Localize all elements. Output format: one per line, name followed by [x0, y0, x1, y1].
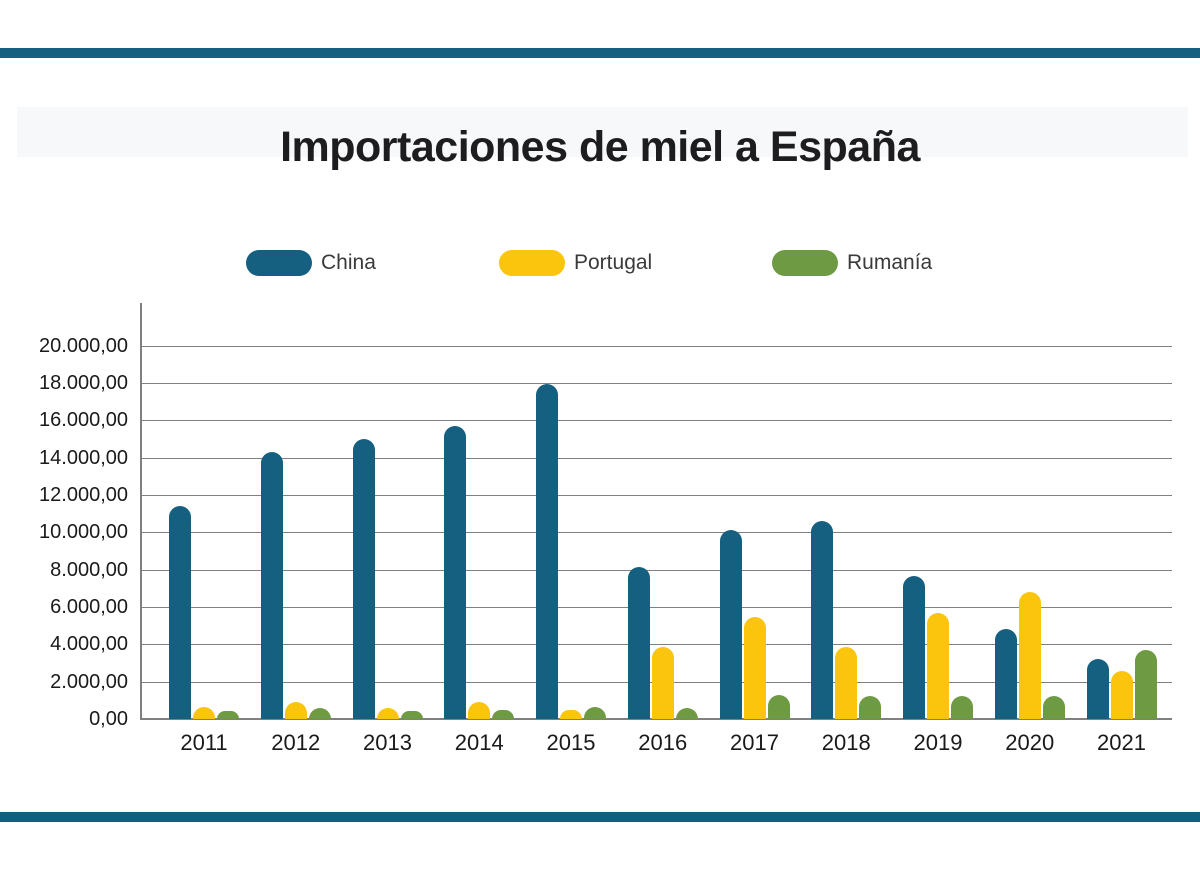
- y-axis-label-18000: 18.000,00: [39, 371, 128, 394]
- top-divider: [0, 48, 1200, 58]
- y-axis-label-4000: 4.000,00: [50, 633, 128, 656]
- y-axis-label-16000: 16.000,00: [39, 409, 128, 432]
- y-axis-label-10000: 10.000,00: [39, 521, 128, 544]
- x-axis-label-2021: 2021: [1097, 730, 1146, 755]
- bar-rumanía-2019: [951, 696, 973, 719]
- x-axis-label-2018: 2018: [821, 730, 871, 755]
- bar-china-2012: [260, 451, 283, 719]
- bar-rumanía-2018: [859, 696, 882, 719]
- y-axis-label-6000: 6.000,00: [50, 595, 128, 618]
- bar-portugal-2017: [743, 616, 766, 719]
- china-series-swatch: [246, 250, 312, 276]
- legend-label-rumania: Rumanía: [847, 251, 933, 274]
- gridline-18000: [140, 382, 1172, 384]
- y-axis-label-20000: 20.000,00: [39, 334, 128, 357]
- bar-portugal-2013: [376, 707, 399, 719]
- gridline-14000: [140, 457, 1172, 459]
- y-axis-label-14000: 14.000,00: [39, 446, 128, 469]
- bottom-divider: [0, 812, 1200, 822]
- x-axis-label-2016: 2016: [638, 730, 688, 755]
- legend-label-portugal: Portugal: [574, 251, 653, 274]
- bar-portugal-2021: [1110, 671, 1133, 719]
- portugal-series-swatch: [499, 250, 565, 276]
- gridline-8000: [140, 569, 1172, 571]
- y-axis-label-2000: 2.000,00: [50, 670, 128, 693]
- bar-china-2011: [169, 505, 191, 719]
- x-axis-label-2014: 2014: [454, 730, 504, 755]
- bar-china-2013: [352, 438, 375, 719]
- x-axis-label-2017: 2017: [730, 730, 779, 755]
- bar-portugal-2016: [651, 646, 674, 719]
- bar-rumanía-2020: [1042, 696, 1065, 719]
- bar-portugal-2014: [468, 701, 491, 719]
- bar-portugal-2018: [835, 646, 858, 719]
- x-axis-label-2013: 2013: [363, 730, 412, 755]
- x-axis-label-2020: 2020: [1005, 730, 1055, 755]
- gridline-12000: [140, 494, 1172, 496]
- bar-rumanía-2013: [400, 711, 423, 719]
- bar-china-2014: [444, 425, 467, 719]
- bar-china-2015: [536, 384, 558, 719]
- bar-portugal-2020: [1018, 591, 1041, 719]
- bar-portugal-2015: [560, 710, 582, 719]
- bar-rumanía-2016: [675, 707, 698, 719]
- gridline-16000: [140, 420, 1172, 422]
- bar-rumanía-2017: [767, 695, 790, 719]
- bar-china-2016: [627, 567, 650, 719]
- bar-rumanía-2021: [1134, 649, 1157, 719]
- bar-portugal-2019: [927, 613, 949, 719]
- bar-portugal-2011: [193, 706, 215, 719]
- gridline-0: [140, 718, 1172, 720]
- gridline-20000: [140, 345, 1172, 347]
- bar-china-2019: [903, 575, 925, 719]
- legend-item-china: China: [246, 250, 376, 276]
- x-axis-label-2011: 2011: [180, 730, 228, 755]
- title-background-band: [17, 107, 1188, 157]
- gridline-10000: [140, 532, 1172, 534]
- y-axis-label-0: 0,00: [89, 708, 128, 730]
- gridline-6000: [140, 606, 1172, 608]
- rumania-series-swatch: [772, 250, 838, 276]
- bar-china-2017: [719, 530, 742, 719]
- legend-label-china: China: [321, 251, 376, 274]
- bar-china-2018: [811, 520, 834, 719]
- chart-title: Importaciones de miel a España: [280, 123, 920, 171]
- y-axis-label-8000: 8.000,00: [50, 558, 128, 581]
- gridline-4000: [140, 644, 1172, 646]
- bar-china-2020: [994, 629, 1017, 719]
- bar-portugal-2012: [284, 701, 307, 719]
- x-axis-label-2019: 2019: [913, 730, 963, 755]
- x-axis-label-2012: 2012: [271, 730, 321, 755]
- x-axis-label-2015: 2015: [546, 730, 596, 755]
- bar-rumanía-2014: [492, 710, 515, 719]
- bar-rumanía-2015: [584, 706, 606, 719]
- legend-item-rumania: Rumanía: [772, 250, 932, 276]
- legend-item-portugal: Portugal: [499, 250, 652, 276]
- bar-rumanía-2012: [308, 708, 331, 719]
- y-axis-label-12000: 12.000,00: [39, 483, 128, 506]
- bar-rumanía-2011: [217, 711, 239, 719]
- y-axis-line: [140, 303, 142, 720]
- bar-china-2021: [1086, 658, 1109, 719]
